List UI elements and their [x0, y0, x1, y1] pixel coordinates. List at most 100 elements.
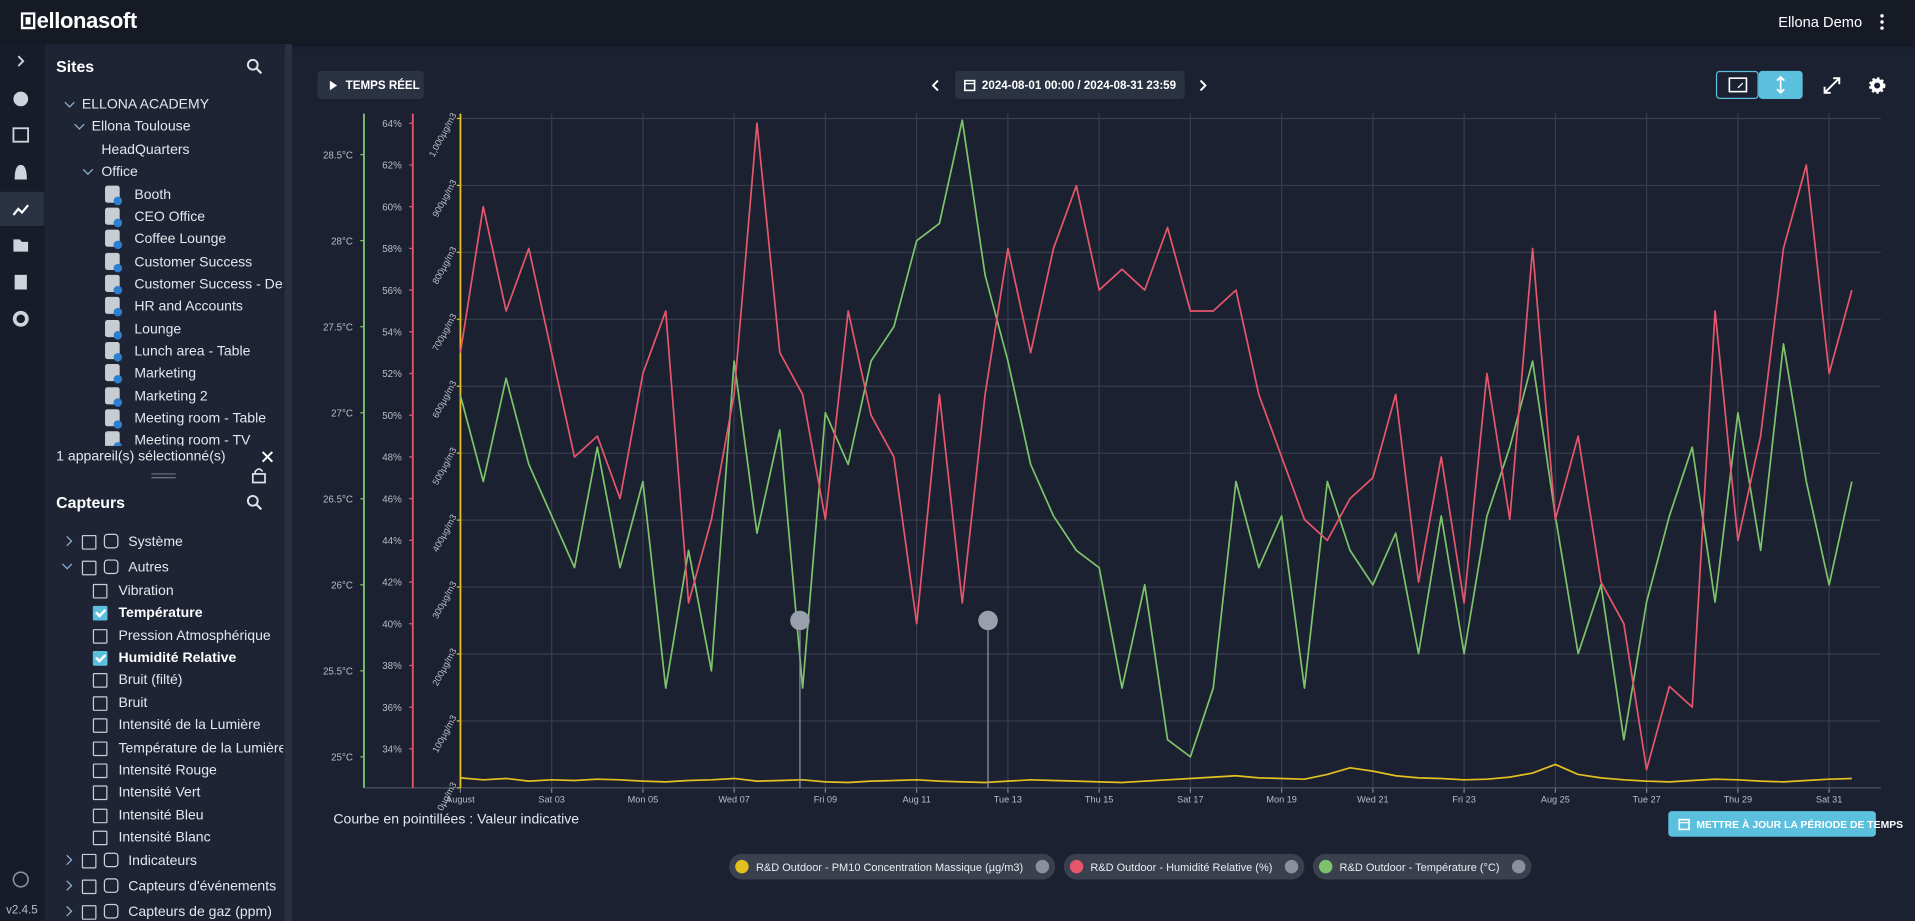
tree-room[interactable]: Lunch area - Table — [134, 344, 251, 360]
expand-icon[interactable] — [17, 55, 25, 67]
event-marker[interactable] — [790, 610, 810, 631]
tree-room[interactable]: Marketing 2 — [134, 389, 208, 404]
tree-room[interactable]: CEO Office — [134, 209, 206, 225]
x-tick-label: Wed 21 — [1357, 795, 1388, 805]
chart-settings[interactable] — [1868, 77, 1886, 94]
group-label[interactable]: Capteurs d'événements — [128, 879, 277, 895]
legend-remove[interactable] — [1511, 859, 1526, 874]
legend-chip[interactable]: R&D Outdoor - Température (°C) — [1312, 853, 1532, 880]
chart-icon[interactable] — [12, 204, 29, 216]
sensor-checkbox[interactable] — [92, 718, 108, 734]
tree-room[interactable]: Customer Success — [134, 254, 253, 270]
resize-handle[interactable] — [151, 473, 176, 480]
group-checkbox[interactable] — [81, 853, 97, 869]
tree-room[interactable]: Customer Success - Desk — [134, 277, 284, 292]
y-tick-label: 36% — [382, 703, 402, 714]
tree-node[interactable]: Ellona Toulouse — [91, 120, 191, 135]
tree-node[interactable]: HeadQuarters — [101, 142, 190, 158]
event-marker[interactable] — [978, 610, 998, 631]
sensor-label[interactable]: Intensité de la Lumière — [118, 718, 261, 734]
sensor-checkbox[interactable] — [92, 763, 108, 778]
clear-selection[interactable] — [261, 451, 274, 463]
x-tick-label: August — [446, 795, 475, 805]
sensor-checkbox[interactable] — [92, 651, 108, 666]
tree-room[interactable]: Booth — [134, 187, 172, 203]
legend-remove[interactable] — [1035, 859, 1049, 874]
group-label[interactable]: Capteurs de gaz (ppm) — [128, 905, 272, 920]
device-status — [113, 442, 123, 446]
user-name[interactable]: Ellona Demo — [1778, 13, 1863, 31]
sensor-label[interactable]: Température — [118, 606, 203, 621]
group-label[interactable]: Système — [128, 535, 183, 550]
sensor-label[interactable]: Bruit — [118, 696, 148, 711]
device-status — [113, 420, 123, 429]
y-tick-label: 27°C — [331, 408, 353, 419]
prev-period[interactable] — [931, 79, 941, 92]
sensor-checkbox[interactable] — [92, 808, 108, 823]
sensor-checkbox[interactable] — [92, 696, 108, 711]
sensor-checkbox[interactable] — [92, 673, 108, 689]
tree-room[interactable]: Meeting room - Table — [134, 411, 267, 427]
period-box[interactable] — [955, 70, 1185, 99]
fullscreen-icon[interactable] — [1823, 77, 1841, 94]
legend-remove[interactable] — [1284, 859, 1299, 874]
folder-icon[interactable] — [13, 239, 29, 252]
sensors-search[interactable] — [246, 494, 263, 511]
tree-room[interactable]: Meeting room - TV — [134, 434, 251, 446]
nav-active — [0, 191, 44, 226]
sensor-checkbox[interactable] — [92, 740, 108, 756]
sensor-label[interactable]: Bruit (filté) — [118, 673, 183, 689]
y-tick-label: 48% — [382, 453, 402, 464]
note: Courbe en pointillées : Valeur indicativ… — [333, 812, 580, 827]
group-checkbox[interactable] — [81, 560, 97, 576]
update-period-button[interactable] — [1668, 811, 1876, 837]
sensor-checkbox[interactable] — [92, 583, 108, 599]
toggle-icon-b — [1776, 75, 1785, 95]
group-checkbox[interactable] — [81, 879, 97, 895]
tree-room[interactable]: Coffee Lounge — [134, 232, 227, 247]
sites-search[interactable] — [246, 58, 263, 75]
legend-chip[interactable]: R&D Outdoor - Humidité Relative (%) — [1063, 853, 1305, 880]
y-tick-label: 500µg/m3 — [430, 446, 458, 487]
sensor-label[interactable]: Intensité Bleu — [118, 808, 204, 823]
x-tick-label: Fri 09 — [814, 795, 837, 805]
sensor-label[interactable]: Intensité Rouge — [118, 763, 217, 778]
sensor-label[interactable]: Vibration — [118, 583, 174, 599]
top-bar — [0, 0, 1915, 44]
sensor-checkbox[interactable] — [92, 606, 108, 621]
tree-room[interactable]: Lounge — [134, 321, 182, 337]
sensor-label[interactable]: Température de la Lumière — [118, 740, 284, 756]
logo-icon — [20, 12, 36, 30]
settings-icon[interactable] — [12, 310, 29, 327]
y-tick-label: 27.5°C — [323, 322, 353, 333]
sensor-label[interactable]: Pression Atmosphérique — [118, 628, 271, 644]
tree-node[interactable]: ELLONA ACADEMY — [81, 97, 210, 113]
sensor-checkbox[interactable] — [92, 785, 108, 801]
alarm-icon[interactable] — [14, 164, 27, 180]
clock-icon[interactable] — [12, 871, 29, 888]
dashboard-icon[interactable] — [13, 91, 29, 107]
group-icon — [103, 852, 119, 868]
next-period[interactable] — [1198, 79, 1208, 92]
group-checkbox[interactable] — [81, 905, 97, 920]
report-icon[interactable] — [14, 274, 27, 290]
tree-room[interactable]: HR and Accounts — [134, 299, 243, 315]
group-label[interactable]: Indicateurs — [128, 853, 197, 869]
tree-node[interactable]: Office — [101, 165, 138, 180]
sensor-label[interactable]: Intensité Vert — [118, 785, 201, 801]
sensor-checkbox[interactable] — [92, 628, 108, 644]
sensor-checkbox[interactable] — [92, 830, 108, 846]
device-status — [113, 263, 123, 272]
legend-chip[interactable]: R&D Outdoor - PM10 Concentration Massiqu… — [729, 853, 1055, 880]
sensor-label[interactable]: Intensité Blanc — [118, 830, 211, 846]
group-label[interactable]: Autres — [128, 560, 169, 576]
y-tick-label: 42% — [382, 578, 402, 589]
group-checkbox[interactable] — [81, 535, 97, 550]
view-toggle-a[interactable] — [1715, 70, 1759, 99]
lock-icon[interactable] — [251, 467, 267, 484]
menu-icon[interactable] — [1878, 12, 1885, 32]
sensor-label[interactable]: Humidité Relative — [118, 651, 237, 666]
nav-icons[interactable] — [0, 44, 44, 921]
tree-room[interactable]: Marketing — [134, 366, 197, 382]
building-icon[interactable] — [12, 127, 30, 143]
